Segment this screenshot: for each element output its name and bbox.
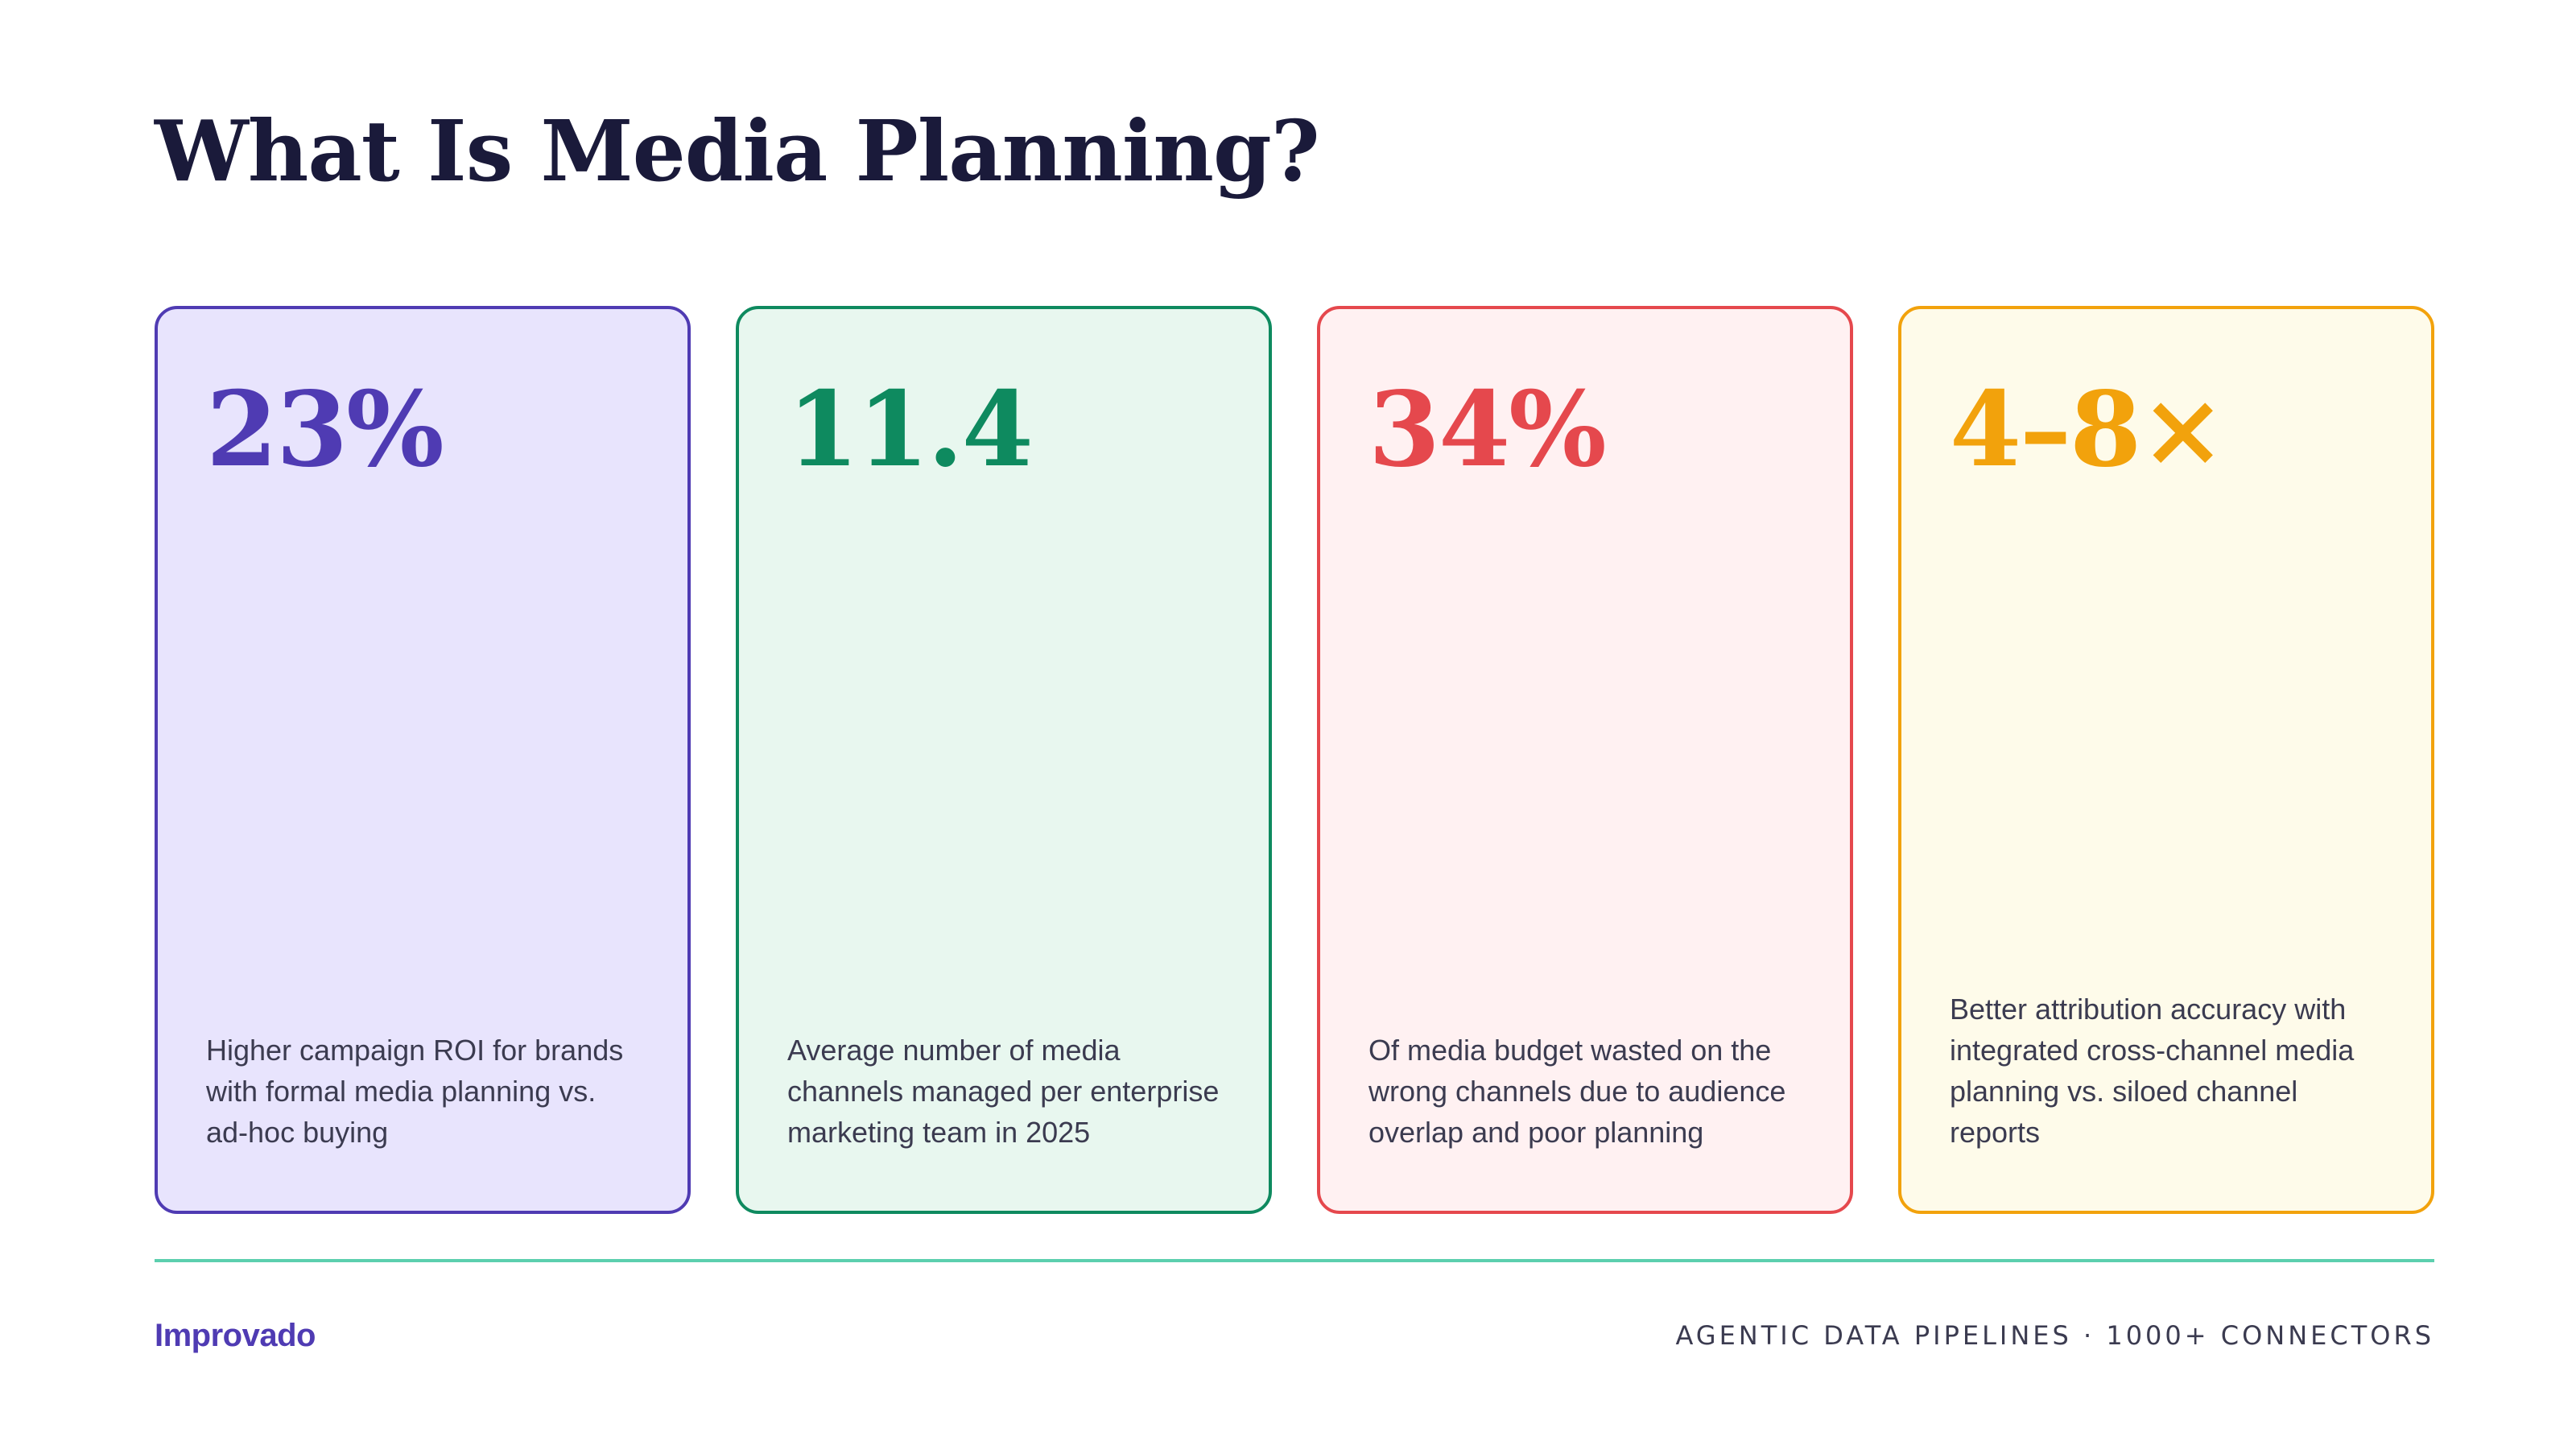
stat-value: 23% (206, 369, 444, 490)
stat-card-budget-waste: 34% Of media budget wasted on the wrong … (1317, 306, 1853, 1214)
stat-description: Of media budget wasted on the wrong chan… (1368, 1034, 1786, 1149)
stat-card-attribution: 4–8× Better attribution accuracy with in… (1898, 306, 2434, 1214)
footer-divider (155, 1259, 2434, 1262)
stat-description: Better attribution accuracy with integra… (1950, 993, 2355, 1149)
brand-logo: Improvado (155, 1318, 316, 1353)
stat-cards: 23% Higher campaign ROI for brands with … (155, 306, 2434, 1214)
footer-tagline: AGENTIC DATA PIPELINES · 1000+ CONNECTOR… (1675, 1320, 2434, 1351)
page-title: What Is Media Planning? (155, 101, 1320, 200)
stat-card-channels: 11.4 Average number of media channels ma… (736, 306, 1272, 1214)
stat-description: Higher campaign ROI for brands with form… (206, 1034, 624, 1149)
stat-value: 34% (1368, 369, 1607, 490)
stat-card-roi: 23% Higher campaign ROI for brands with … (155, 306, 691, 1214)
stat-value: 11.4 (787, 369, 1034, 490)
stat-value: 4–8× (1950, 369, 2226, 490)
stat-description: Average number of media channels managed… (787, 1034, 1220, 1149)
